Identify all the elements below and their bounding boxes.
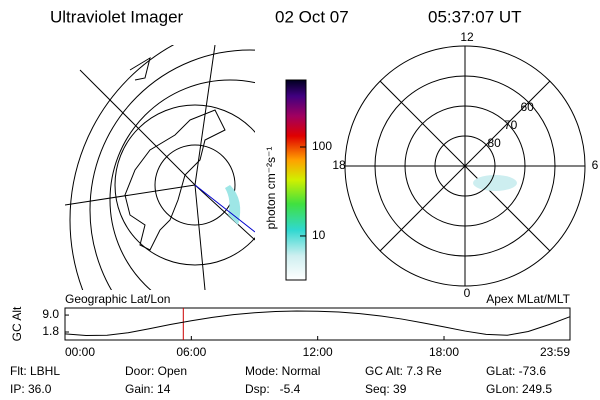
lat-label: 60 [521, 100, 535, 114]
info-field: Mode: Normal [245, 364, 320, 378]
lat-label: 80 [488, 136, 502, 150]
polar-ring [344, 45, 586, 287]
info-field: GC Alt: 7.3 Re [365, 364, 442, 378]
geo-map [65, 45, 255, 290]
info-field: GLat: -73.6 [486, 364, 546, 378]
title: Ultraviolet Imager [50, 7, 184, 26]
info-field: Gain: 14 [125, 382, 171, 396]
info-field: Flt: LBHL [10, 364, 60, 378]
info-field: GLon: 249.5 [486, 382, 552, 396]
info-field: Dsp: -5.4 [245, 382, 301, 396]
mlt-polar [345, 46, 585, 286]
y-label: GC Alt [10, 306, 24, 341]
time: 05:37:07 UT [428, 7, 522, 26]
altitude-line [64, 310, 571, 337]
mlt-label: 12 [460, 30, 474, 44]
colorbar [285, 79, 307, 281]
y-tick-label: 9.0 [42, 307, 59, 321]
polar-ring [404, 105, 526, 227]
info-field: Seq: 39 [365, 382, 407, 396]
lat-label: 70 [504, 118, 518, 132]
mlt-label: 18 [332, 158, 346, 172]
y-tick-label: 1.8 [42, 324, 59, 338]
x-tick-label: 00:00 [65, 345, 95, 359]
polar-ring [374, 75, 556, 257]
colorbar-label: photon cm⁻²s⁻¹ [264, 147, 278, 230]
mlt-label: 6 [592, 158, 599, 172]
info-field: Door: Open [125, 364, 187, 378]
date: 02 Oct 07 [275, 7, 349, 26]
info-field: IP: 36.0 [10, 382, 52, 396]
mlt-label: 0 [464, 286, 471, 300]
x-tick-label: 23:59 [540, 345, 570, 359]
colorbar-tick-label: 10 [312, 228, 326, 242]
panel-label: Apex MLat/MLT [486, 292, 570, 306]
x-tick-label: 18:00 [429, 345, 459, 359]
colorbar-tick-label: 100 [312, 139, 332, 153]
polar-ring [434, 135, 496, 197]
x-tick-label: 06:00 [176, 345, 206, 359]
x-tick-label: 12:00 [303, 345, 333, 359]
panel-label: Geographic Lat/Lon [65, 292, 170, 306]
